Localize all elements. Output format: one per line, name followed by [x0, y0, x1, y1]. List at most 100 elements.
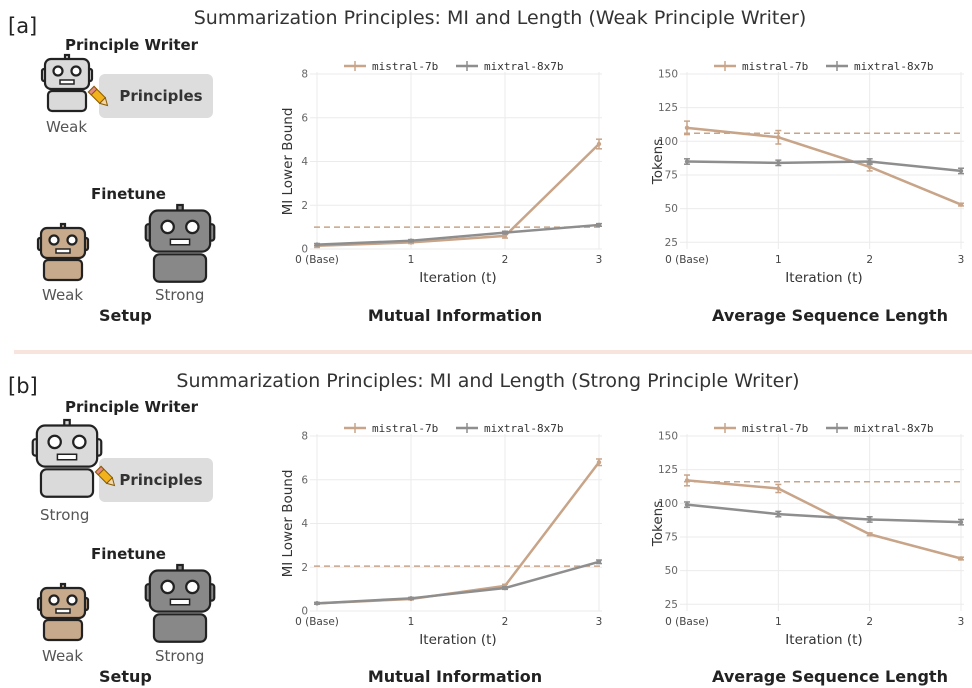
panel-a: [a] Summarization Principles: MI and Len…: [0, 0, 972, 340]
series-line-mistral-7b: [316, 143, 600, 247]
data-point: [684, 478, 690, 483]
y-tick-label: 50: [665, 565, 678, 577]
y-tick-label: 2: [301, 562, 308, 574]
data-point: [867, 159, 872, 164]
finetune-heading: Finetune: [91, 185, 166, 203]
y-tick-label: 75: [665, 169, 678, 181]
data-point: [596, 559, 602, 564]
data-point: [596, 222, 602, 228]
y-tick-label: 2: [301, 200, 308, 212]
y-tick-label: 0: [301, 244, 308, 256]
panel-title: Summarization Principles: MI and Length …: [176, 370, 800, 392]
data-point: [958, 556, 964, 561]
data-point: [314, 242, 320, 247]
x-tick-label: 0 (Base): [665, 616, 709, 628]
y-tick-label: 4: [301, 156, 308, 168]
weak-label: Weak: [42, 647, 84, 665]
data-point: [502, 230, 508, 235]
legend-label: mixtral-8x7b: [854, 422, 933, 435]
chart-caption: Average Sequence Length: [712, 667, 948, 686]
data-point: [958, 202, 964, 207]
panel-b: [b] Summarization Principles: MI and Len…: [0, 362, 972, 688]
y-tick-label: 125: [658, 102, 678, 114]
y-tick-label: 0: [301, 606, 308, 618]
setup-caption: Setup: [99, 306, 152, 325]
robot-icon: [144, 203, 216, 283]
robot-icon: [40, 53, 94, 113]
data-point: [684, 159, 690, 164]
series-line-mistral-7b: [686, 126, 962, 206]
series-line-mixtral-8x7b: [686, 160, 962, 173]
x-tick-label: 1: [775, 616, 782, 628]
mi-chart: 0 2 4 6 8 0 (Base) 1 2 3 Iteration (t) MI Lower Bo…: [280, 422, 602, 648]
y-tick-label: 150: [658, 431, 678, 443]
principle-writer-heading: Principle Writer: [65, 398, 199, 416]
x-tick-label: 0 (Base): [665, 254, 709, 266]
y-tick-label: 8: [301, 69, 308, 81]
series-line-mistral-7b: [316, 461, 600, 605]
y-tick-label: 6: [301, 474, 308, 486]
strong-label: Strong: [155, 647, 205, 665]
y-tick-label: 25: [665, 599, 678, 611]
legend-label: mistral-7b: [372, 422, 438, 435]
principles-label: Principles: [119, 471, 203, 489]
data-point: [596, 141, 602, 147]
mi-chart: 0 2 4 6 8 0 (Base) 1 2 3 Iteration (t) MI Lower Bo…: [280, 60, 603, 286]
data-point: [776, 511, 781, 517]
y-tick-label: 8: [301, 431, 308, 443]
data-point: [776, 135, 781, 140]
legend-label: mixtral-8x7b: [854, 60, 933, 73]
y-tick-label: 125: [658, 464, 678, 476]
x-tick-label: 2: [502, 254, 509, 266]
legend-label: mistral-7b: [742, 60, 808, 73]
chart-caption: Average Sequence Length: [712, 306, 948, 325]
strong-label: Strong: [155, 286, 205, 304]
y-axis-label: MI Lower Bound: [280, 470, 296, 578]
x-axis-label: Iteration (t): [419, 632, 496, 648]
y-tick-label: 100: [658, 498, 678, 510]
data-point: [502, 585, 508, 591]
pencil-icon: [87, 85, 109, 107]
data-point: [867, 532, 872, 537]
data-point: [867, 517, 872, 522]
robot-icon: [36, 582, 90, 642]
writer-label: Weak: [46, 118, 88, 136]
y-tick-label: 150: [658, 69, 678, 81]
y-tick-label: 100: [658, 136, 678, 148]
x-tick-label: 0 (Base): [295, 616, 339, 628]
data-point: [502, 233, 508, 239]
data-point: [776, 160, 781, 166]
data-point: [958, 168, 964, 174]
x-tick-label: 2: [866, 616, 873, 628]
legend-label: mistral-7b: [742, 422, 808, 435]
x-tick-label: 3: [596, 254, 603, 266]
x-tick-label: 2: [502, 616, 509, 628]
y-tick-label: 50: [665, 203, 678, 215]
panel-title: Summarization Principles: MI and Length …: [193, 7, 807, 29]
weak-label: Weak: [42, 286, 84, 304]
series-line-mistral-7b: [686, 479, 962, 560]
principles-box: Principles: [99, 74, 213, 118]
x-axis-label: Iteration (t): [785, 270, 862, 286]
data-point: [314, 601, 320, 606]
data-point: [867, 164, 872, 170]
writer-label: Strong: [40, 506, 90, 524]
x-axis-label: Iteration (t): [419, 270, 496, 286]
setup-caption: Setup: [99, 667, 152, 686]
chart-caption: Mutual Information: [367, 306, 543, 325]
data-point: [776, 486, 781, 491]
robot-icon: [36, 222, 90, 282]
robot-icon: [144, 563, 216, 643]
principles-box: Principles: [99, 458, 213, 502]
legend-label: mistral-7b: [372, 60, 438, 73]
y-axis-label: Tokens: [650, 139, 666, 185]
setup-diagram: Principle Writer Principles Strong Finet…: [0, 362, 260, 688]
legend-label: mixtral-8x7b: [484, 60, 563, 73]
y-tick-label: 25: [665, 237, 678, 249]
robot-icon: [31, 418, 103, 498]
data-point: [596, 460, 602, 465]
x-tick-label: 0 (Base): [295, 254, 339, 266]
series-line-mixtral-8x7b: [316, 560, 600, 605]
x-tick-label: 1: [775, 254, 782, 266]
chart-caption: Mutual Information: [367, 667, 543, 686]
